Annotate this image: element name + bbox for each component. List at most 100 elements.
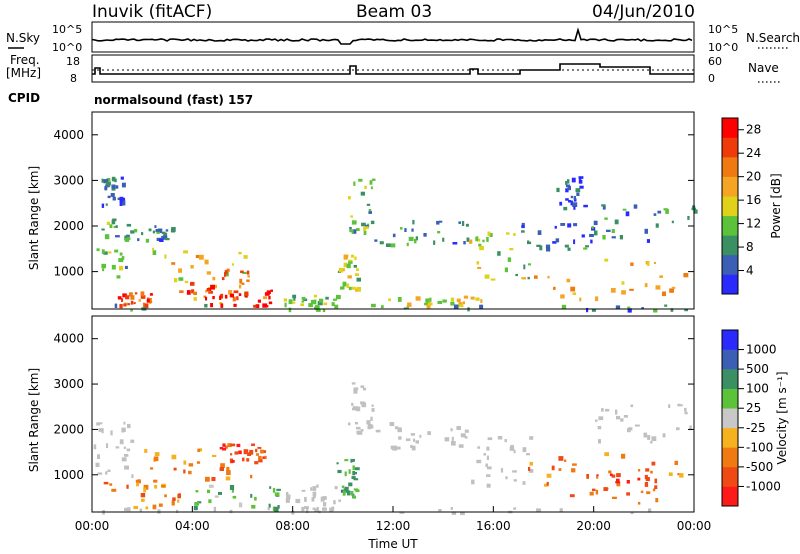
echo-cell	[124, 238, 130, 242]
echo-cell	[626, 492, 630, 496]
echo-cell	[334, 486, 338, 490]
echo-cell	[250, 493, 253, 498]
echo-cell	[257, 446, 262, 449]
echo-cell	[164, 254, 167, 259]
echo-cell	[559, 201, 563, 206]
echo-cell	[460, 512, 465, 516]
noise-right-tick-bottom: 10^0	[708, 41, 738, 54]
colorbar-swatch	[722, 408, 738, 429]
echo-cell	[114, 249, 119, 253]
echo-cell	[314, 508, 318, 512]
echo-cell	[475, 297, 480, 301]
echo-cell	[270, 289, 273, 292]
echo-cell	[126, 448, 131, 452]
echo-cell	[368, 211, 372, 214]
echo-cell	[451, 511, 457, 515]
echo-cell	[178, 277, 184, 281]
echo-cell	[311, 497, 315, 502]
echo-cell	[465, 223, 469, 227]
echo-cell	[190, 265, 194, 269]
echo-cell	[645, 468, 650, 472]
echo-cell	[450, 507, 453, 510]
velocity-colorbar: 1000 500 100 25 -25 -100 -500 -1000 Velocity [m…	[721, 329, 789, 507]
echo-cell	[450, 297, 454, 302]
noise-panel: N.Sky 10^5 10^0 10^5 10^0 N.Search	[6, 21, 800, 54]
echo-cell	[625, 211, 630, 217]
echo-cell	[606, 229, 611, 232]
echo-cell	[269, 486, 272, 489]
echo-cell	[621, 281, 625, 285]
echo-cell	[148, 228, 152, 232]
echo-cell	[350, 459, 353, 463]
echo-cell	[205, 296, 208, 301]
colorbar-tick-label: 24	[746, 146, 761, 160]
echo-cell	[206, 271, 211, 275]
echo-cell	[221, 277, 225, 281]
echo-cell	[304, 496, 307, 502]
echo-cell	[558, 456, 564, 461]
echo-cell	[536, 244, 541, 247]
echo-cell	[112, 196, 116, 201]
echo-cell	[662, 433, 666, 438]
echo-cell	[152, 250, 157, 255]
echo-cell	[476, 261, 480, 265]
echo-cell	[124, 265, 128, 269]
echo-cell	[115, 225, 118, 228]
echo-cell	[254, 496, 257, 501]
echo-cell	[558, 468, 562, 471]
echo-cell	[306, 508, 309, 514]
echo-cell	[264, 455, 267, 460]
echo-cell	[154, 452, 160, 456]
echo-cell	[195, 254, 200, 259]
echo-cell	[349, 228, 352, 233]
echo-cell	[115, 446, 120, 449]
echo-cell	[366, 203, 371, 206]
echo-cell	[120, 176, 124, 180]
echo-cell	[589, 491, 594, 496]
echo-cell	[528, 263, 531, 266]
echo-cell	[243, 255, 248, 259]
echo-cell	[143, 484, 149, 490]
echo-cell	[456, 426, 461, 430]
echo-cell	[125, 295, 130, 300]
echo-cell	[188, 463, 194, 467]
echo-cell	[334, 304, 339, 309]
echo-cell	[190, 281, 195, 286]
echo-cell	[609, 473, 613, 477]
echo-cell	[683, 273, 689, 278]
echo-cell	[619, 235, 623, 240]
echo-cell	[615, 481, 620, 484]
echo-cell	[108, 251, 112, 254]
echo-cell	[268, 301, 273, 305]
echo-cell	[429, 297, 432, 302]
echo-cell	[464, 429, 469, 433]
power-colorbar-label: Power [dB]	[769, 173, 783, 238]
echo-cell	[117, 197, 121, 200]
colorbar-swatch	[722, 349, 738, 370]
echo-cell	[229, 485, 235, 490]
echo-cell	[561, 304, 567, 310]
echo-cell	[197, 448, 201, 452]
echo-cell	[463, 295, 468, 299]
velocity-ylabel: Slant Range [km]	[27, 368, 41, 472]
echo-cell	[344, 459, 349, 462]
echo-cell	[171, 500, 175, 506]
echo-cell	[654, 485, 658, 489]
echo-cell	[322, 507, 327, 511]
echo-cell	[486, 455, 489, 460]
echo-cell	[528, 468, 534, 473]
echo-cell	[214, 495, 219, 498]
echo-cell	[350, 458, 355, 462]
echo-cell	[615, 409, 618, 415]
echo-cell	[95, 462, 100, 467]
echo-cell	[310, 487, 313, 491]
echo-cell	[224, 445, 228, 449]
echo-cell	[390, 243, 396, 248]
echo-cell	[124, 465, 129, 470]
echo-cell	[158, 503, 163, 507]
velocity-colorbar-label: Velocity [m s⁻¹]	[775, 371, 789, 464]
echo-cell	[274, 492, 280, 496]
echo-cell	[348, 261, 351, 264]
echo-cell	[633, 204, 638, 209]
